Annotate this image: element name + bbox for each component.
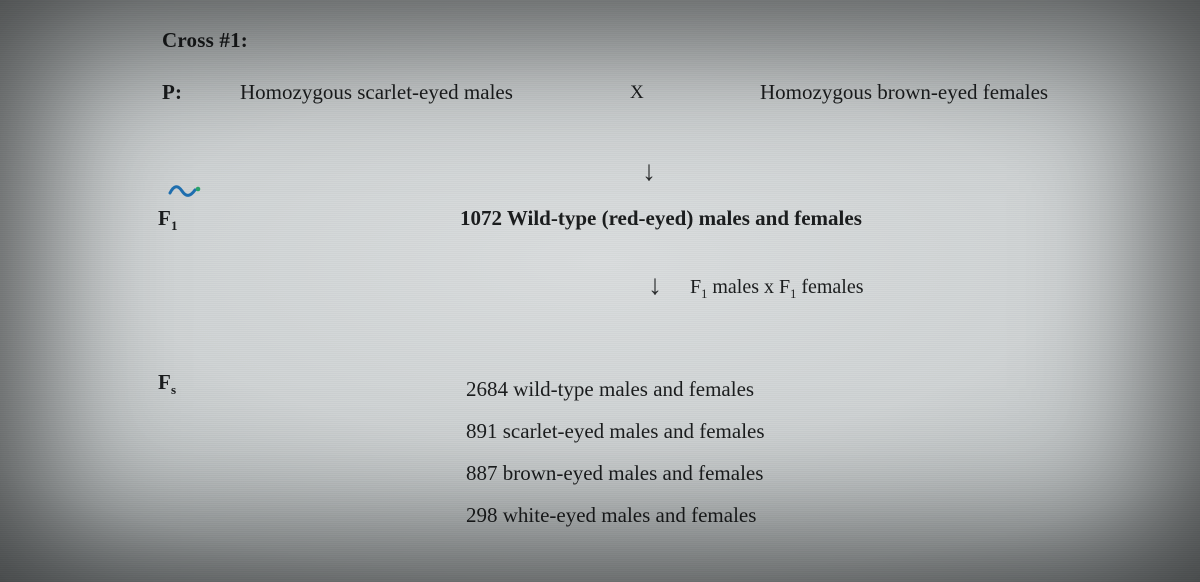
p-label: P: <box>162 80 182 105</box>
fs-result-row: 891 scarlet-eyed males and females <box>466 410 765 452</box>
page: Cross #1: P: Homozygous scarlet-eyed mal… <box>0 0 1200 582</box>
cross-operator: X <box>630 82 644 104</box>
f1-intercross-mid: males x F <box>707 276 790 298</box>
fs-result-row: 887 brown-eyed males and females <box>466 452 765 494</box>
fs-label-sub: s <box>171 382 176 397</box>
f1-intercross-suffix: females <box>796 276 863 298</box>
fs-result-row: 298 white-eyed males and females <box>466 494 765 536</box>
fs-result-row: 2684 wild-type males and females <box>466 368 765 410</box>
fs-label-letter: F <box>158 370 171 394</box>
f1-label-sub: 1 <box>171 218 178 233</box>
f1-intercross-text: F <box>690 276 701 298</box>
down-arrow-icon: ↓ <box>642 158 656 186</box>
down-arrow-icon: ↓ <box>648 272 662 300</box>
annotation-mark-icon <box>168 181 202 199</box>
p-parent-right: Homozygous brown-eyed females <box>760 80 1048 105</box>
f1-label-letter: F <box>158 206 171 230</box>
cross-heading: Cross #1: <box>162 28 248 53</box>
fs-results-list: 2684 wild-type males and females 891 sca… <box>466 368 765 536</box>
fs-label: Fs <box>158 370 176 398</box>
p-parent-left: Homozygous scarlet-eyed males <box>240 80 513 105</box>
f1-result: 1072 Wild-type (red-eyed) males and fema… <box>460 206 862 231</box>
f1-label: F1 <box>158 206 178 234</box>
f1-intercross: F1 males x F1 females <box>690 276 864 302</box>
